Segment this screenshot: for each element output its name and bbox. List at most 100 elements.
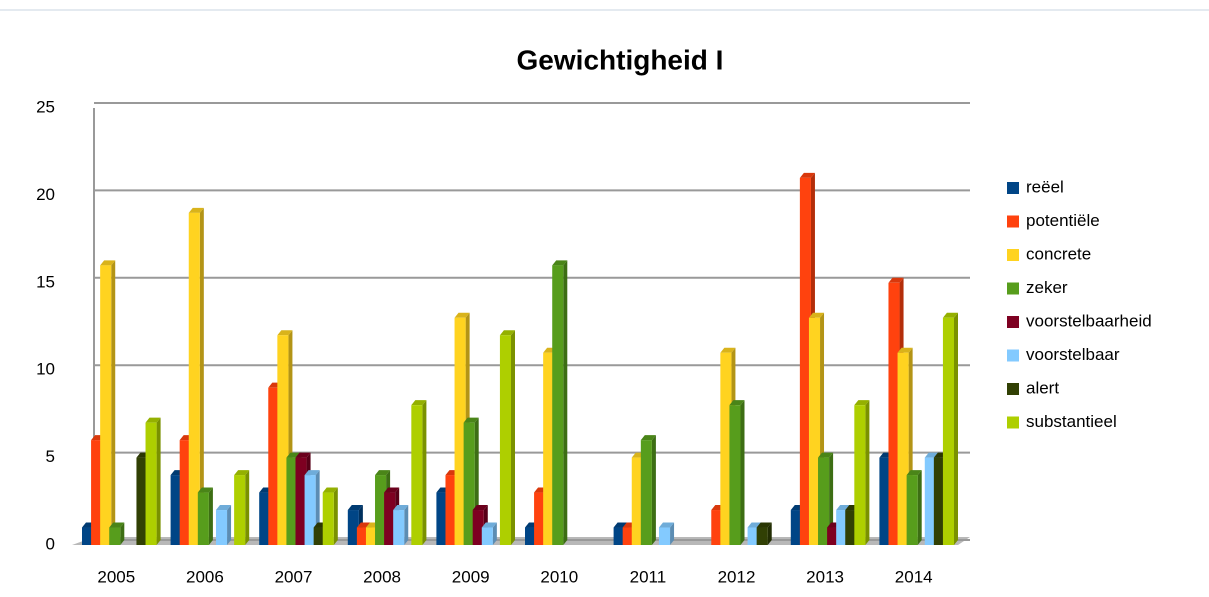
bar	[543, 352, 555, 545]
bar-top	[720, 347, 736, 353]
bar-top	[472, 505, 488, 511]
bar	[322, 492, 334, 545]
bar-side	[245, 470, 250, 545]
bar	[756, 527, 768, 545]
y-tick-label: 0	[46, 534, 55, 553]
bar	[836, 510, 848, 545]
bar	[393, 510, 405, 545]
bar	[445, 475, 457, 545]
bar	[658, 527, 671, 545]
chart-title: Gewichtigheid I	[517, 44, 724, 75]
legend-swatch	[1007, 416, 1019, 429]
bar-top	[411, 400, 427, 406]
bar-side	[404, 505, 409, 545]
x-tick-label: 2006	[186, 567, 224, 586]
bar-side	[767, 522, 772, 545]
bar-top	[854, 400, 870, 406]
legend-swatch	[1007, 282, 1019, 295]
bar-top	[799, 172, 815, 178]
bar-top	[481, 522, 497, 528]
bar-side	[333, 487, 338, 545]
bar-top	[375, 470, 391, 476]
bar	[552, 265, 564, 545]
bar-top	[818, 452, 834, 458]
legend-label: alert	[1026, 378, 1059, 397]
y-tick-label: 10	[36, 360, 55, 379]
legend-label: voorstelbaarheid	[1026, 311, 1152, 330]
bar-top	[322, 487, 338, 493]
bar-top	[109, 522, 125, 528]
bar	[799, 177, 811, 546]
legend-label: zeker	[1026, 278, 1068, 297]
bar	[286, 457, 298, 545]
legend-swatch	[1007, 316, 1019, 328]
bar	[313, 527, 325, 545]
bar	[304, 475, 316, 545]
x-tick-label: 2008	[363, 567, 401, 586]
bar	[277, 335, 289, 545]
bar-top	[942, 312, 958, 318]
bar	[622, 527, 634, 545]
bar-side	[227, 505, 232, 545]
x-tick-label: 2005	[97, 567, 135, 586]
bar	[109, 527, 121, 545]
bar-top	[640, 435, 656, 441]
bar	[897, 352, 909, 545]
bar-top	[888, 277, 904, 283]
bar-top	[658, 522, 675, 528]
y-tick-label: 15	[36, 272, 55, 291]
bar-side	[651, 435, 656, 545]
bar-top	[393, 505, 409, 511]
bar-side	[563, 260, 568, 545]
legend-swatch	[1007, 182, 1019, 194]
bar-side	[865, 400, 870, 545]
bar-top	[454, 312, 470, 318]
bar	[525, 527, 537, 545]
bar	[215, 510, 228, 545]
bar	[747, 527, 759, 545]
bar	[845, 510, 857, 545]
bar-side	[954, 312, 958, 545]
bar	[613, 527, 625, 545]
bar	[384, 492, 396, 545]
bar	[481, 527, 493, 545]
bar	[729, 405, 741, 545]
bar	[411, 405, 423, 545]
bar	[347, 510, 359, 545]
bar	[888, 282, 900, 545]
bar	[234, 475, 246, 545]
bar-side	[120, 522, 125, 545]
bar	[268, 387, 280, 545]
bar	[82, 527, 94, 545]
bar	[818, 457, 830, 545]
bar	[631, 457, 643, 545]
legend-label: reëel	[1026, 177, 1064, 196]
legend-swatch	[1007, 215, 1019, 228]
bar-top	[463, 417, 479, 423]
bar	[463, 422, 475, 545]
bar-top	[808, 312, 825, 318]
x-tick-label: 2014	[895, 567, 933, 586]
bar-side	[670, 522, 675, 545]
bar-top	[304, 470, 320, 476]
bar-side	[492, 522, 497, 545]
bar-top	[188, 207, 204, 213]
bar-side	[199, 207, 204, 545]
x-tick-label: 2012	[718, 567, 756, 586]
bar-top	[100, 260, 116, 266]
bar	[259, 492, 271, 545]
bar	[534, 492, 546, 545]
legend-label: concrete	[1026, 244, 1091, 263]
bar-side	[829, 452, 834, 545]
bar	[100, 265, 112, 545]
legend-label: potentiële	[1026, 211, 1100, 230]
bar-top	[277, 330, 293, 336]
bar	[91, 440, 103, 545]
bar	[365, 527, 378, 545]
bar-side	[740, 400, 745, 545]
bar	[827, 527, 839, 545]
bar	[933, 457, 945, 545]
bar-top	[729, 400, 745, 406]
bar-top	[906, 470, 922, 476]
